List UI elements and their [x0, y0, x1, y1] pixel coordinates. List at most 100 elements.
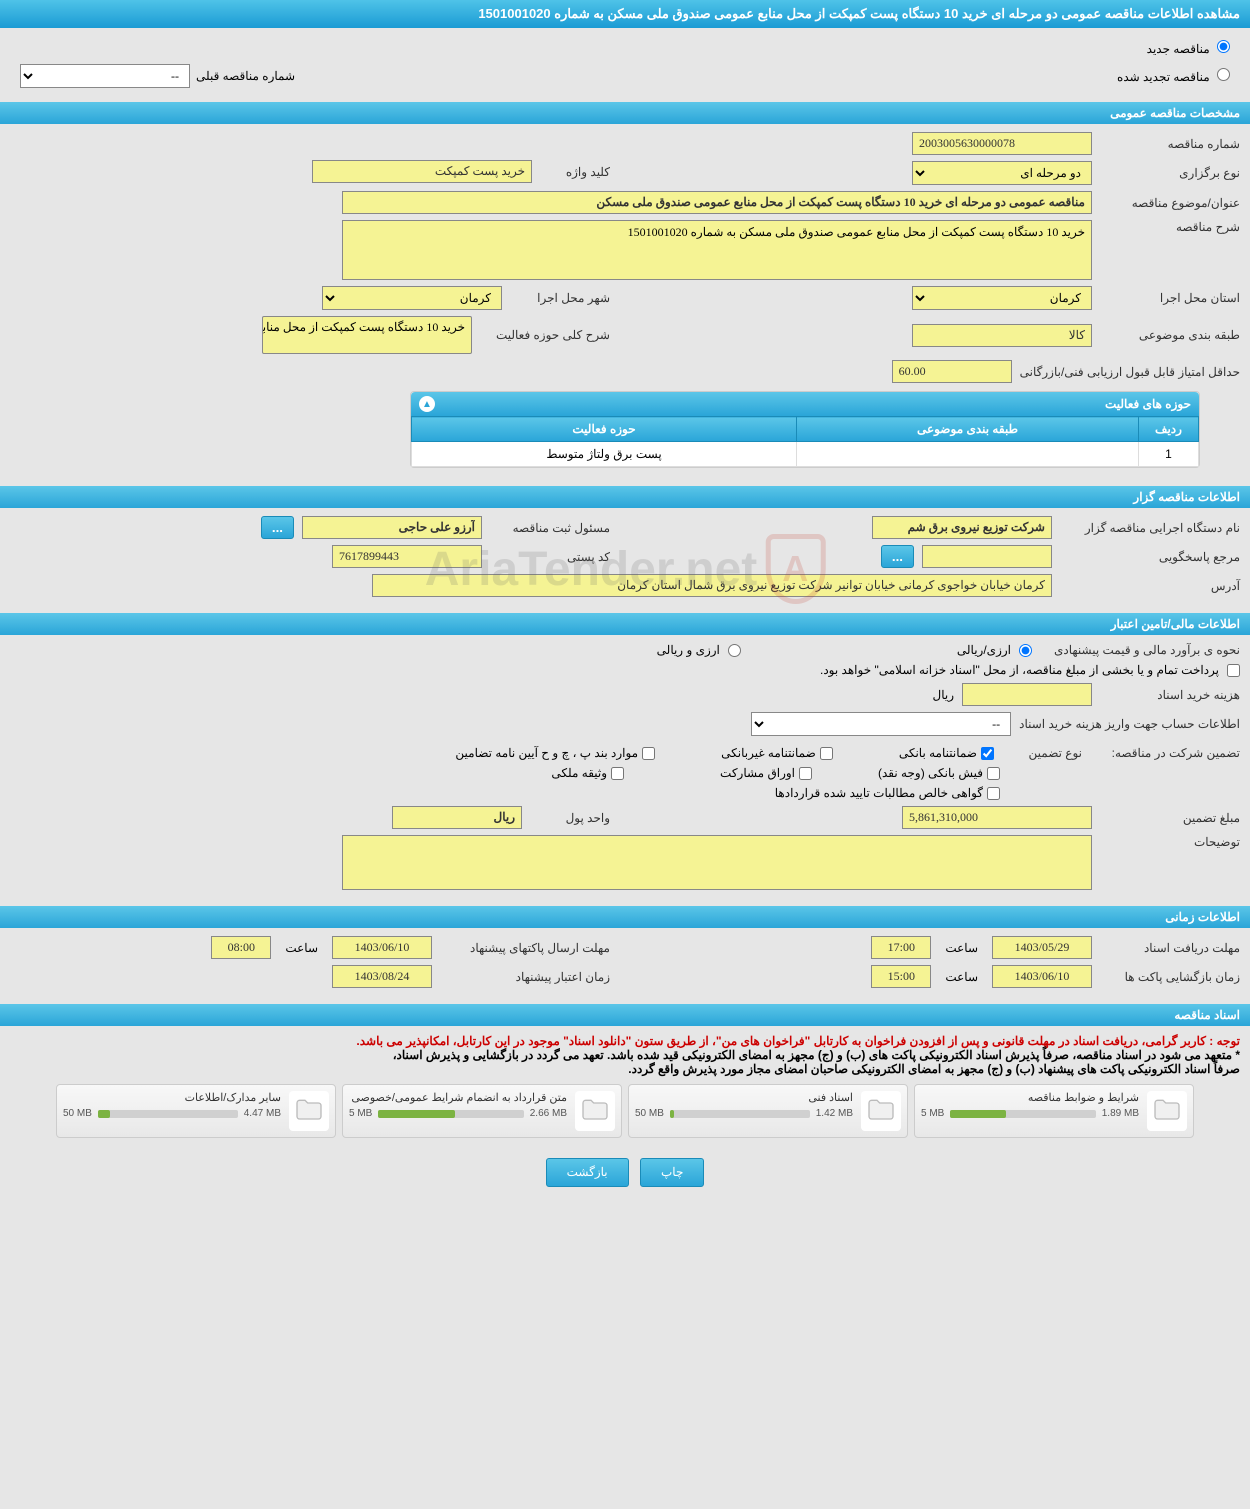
col-row: ردیف [1139, 417, 1199, 442]
radio-renewed-tender[interactable] [1217, 68, 1230, 81]
postal-input[interactable] [332, 545, 482, 568]
radio-rial-label: ارزی/ریالی [957, 643, 1011, 657]
category-input[interactable] [912, 324, 1092, 347]
type-select[interactable]: دو مرحله ای [912, 161, 1092, 185]
radio-currency-label: ارزی و ریالی [657, 643, 720, 657]
cb-nonbank[interactable] [820, 747, 833, 760]
section-organizer: اطلاعات مناقصه گزار [0, 486, 1250, 508]
page-title: مشاهده اطلاعات مناقصه عمومی دو مرحله ای … [0, 0, 1250, 28]
resp-label: مرجع پاسخگویی [1060, 550, 1240, 564]
prev-tender-select[interactable]: -- [20, 64, 190, 88]
doc-card[interactable]: متن قرارداد به انضمام شرایط عمومی/خصوصی 5… [342, 1084, 622, 1138]
subject-input[interactable] [342, 191, 1092, 214]
time-word-3: ساعت [945, 970, 978, 984]
radio-currency[interactable] [728, 644, 741, 657]
validity-date[interactable] [332, 965, 432, 988]
section-documents: اسناد مناقصه [0, 1004, 1250, 1026]
cb-property[interactable] [611, 767, 624, 780]
doc-used: 1.42 MB [816, 1108, 853, 1119]
doc-card[interactable]: شرایط و ضوابط مناقصه5 MB1.89 MB [914, 1084, 1194, 1138]
keyword-label: کلید واژه [540, 165, 610, 179]
radio-renewed-label: مناقصه تجدید شده [1117, 70, 1210, 84]
folder-icon [1147, 1091, 1187, 1131]
reg-input[interactable] [302, 516, 482, 539]
cost-input[interactable] [962, 683, 1092, 706]
cost-label: هزینه خرید اسناد [1100, 688, 1240, 702]
doc-title: اسناد فنی [635, 1091, 853, 1104]
notes-textarea[interactable] [342, 835, 1092, 890]
doc-card[interactable]: سایر مدارک/اطلاعات50 MB4.47 MB [56, 1084, 336, 1138]
receive-label: مهلت دریافت اسناد [1100, 941, 1240, 955]
size-bar [950, 1110, 1095, 1118]
province-label: استان محل اجرا [1100, 291, 1240, 305]
send-label: مهلت ارسال پاکتهای پیشنهاد [440, 941, 610, 955]
province-select[interactable]: کرمان [912, 286, 1092, 310]
section-financial: اطلاعات مالی/تامین اعتبار [0, 613, 1250, 635]
doc-cap: 5 MB [921, 1108, 944, 1119]
subject-label: عنوان/موضوع مناقصه [1100, 196, 1240, 210]
col-scope: حوزه فعالیت [412, 417, 797, 442]
address-input[interactable] [372, 574, 1052, 597]
radio-rial[interactable] [1019, 644, 1032, 657]
activity-panel-title: حوزه های فعالیت [1105, 397, 1191, 411]
radio-new-tender[interactable] [1217, 40, 1230, 53]
reg-label: مسئول ثبت مناقصه [490, 521, 610, 535]
red-note: توجه : کاربر گرامی، دریافت اسناد در مهلت… [10, 1034, 1240, 1048]
score-label: حداقل امتیاز قابل قبول ارزیابی فنی/بازرگ… [1020, 365, 1240, 379]
amount-input[interactable] [902, 806, 1092, 829]
doc-used: 4.47 MB [244, 1108, 281, 1119]
desc-label: شرح مناقصه [1100, 220, 1240, 234]
guarantee-section: تضمین شرکت در مناقصه: [1090, 746, 1240, 760]
time-word-2: ساعت [285, 941, 318, 955]
col-category: طبقه بندی موضوعی [797, 417, 1139, 442]
unit-input[interactable] [392, 806, 522, 829]
size-bar [98, 1110, 238, 1118]
back-button[interactable]: بازگشت [546, 1158, 629, 1187]
cb-bonds[interactable] [799, 767, 812, 780]
doc-title: متن قرارداد به انضمام شرایط عمومی/خصوصی [349, 1091, 567, 1104]
cb-cert[interactable] [987, 787, 1000, 800]
scope-select[interactable]: خرید 10 دستگاه پست کمپکت از محل منابع [262, 316, 472, 354]
exec-input[interactable] [872, 516, 1052, 539]
resp-input[interactable] [922, 545, 1052, 568]
cb-cases[interactable] [642, 747, 655, 760]
type-label: نوع برگزاری [1100, 166, 1240, 180]
account-label: اطلاعات حساب جهت واریز هزینه خرید اسناد [1019, 717, 1240, 731]
activity-table: ردیف طبقه بندی موضوعی حوزه فعالیت 1 پست … [411, 416, 1199, 467]
guarantee-type-label: نوع تضمین [1002, 746, 1082, 760]
table-row: 1 پست برق ولتاژ متوسط [412, 442, 1199, 467]
open-time[interactable] [871, 965, 931, 988]
tender-no-input[interactable] [912, 132, 1092, 155]
validity-label: زمان اعتبار پیشنهاد [440, 970, 610, 984]
folder-icon [575, 1091, 615, 1131]
cb-cash[interactable] [987, 767, 1000, 780]
account-select[interactable]: -- [751, 712, 1011, 736]
doc-cap: 5 MB [349, 1108, 372, 1119]
treasury-note: پرداخت تمام و یا بخشی از مبلغ مناقصه، از… [820, 663, 1219, 677]
reg-lookup-button[interactable]: ... [261, 516, 294, 539]
doc-card[interactable]: اسناد فنی50 MB1.42 MB [628, 1084, 908, 1138]
city-select[interactable]: کرمان [322, 286, 502, 310]
treasury-checkbox[interactable] [1227, 664, 1240, 677]
folder-icon [289, 1091, 329, 1131]
size-bar [378, 1110, 523, 1118]
scope-label: شرح کلی حوزه فعالیت [480, 328, 610, 342]
cb-bank[interactable] [981, 747, 994, 760]
send-time[interactable] [211, 936, 271, 959]
desc-textarea[interactable] [342, 220, 1092, 280]
resp-lookup-button[interactable]: ... [881, 545, 914, 568]
doc-title: سایر مدارک/اطلاعات [63, 1091, 281, 1104]
amount-label: مبلغ تضمین [1100, 811, 1240, 825]
radio-new-label: مناقصه جدید [1147, 42, 1210, 56]
keyword-input[interactable] [312, 160, 532, 183]
receive-time[interactable] [871, 936, 931, 959]
open-date[interactable] [992, 965, 1092, 988]
send-date[interactable] [332, 936, 432, 959]
score-input[interactable] [892, 360, 1012, 383]
exec-label: نام دستگاه اجرایی مناقصه گزار [1060, 521, 1240, 535]
open-label: زمان بازگشایی پاکت ها [1100, 970, 1240, 984]
print-button[interactable]: چاپ [640, 1158, 704, 1187]
receive-date[interactable] [992, 936, 1092, 959]
unit-label: واحد پول [530, 811, 610, 825]
collapse-icon[interactable]: ▲ [419, 396, 435, 412]
